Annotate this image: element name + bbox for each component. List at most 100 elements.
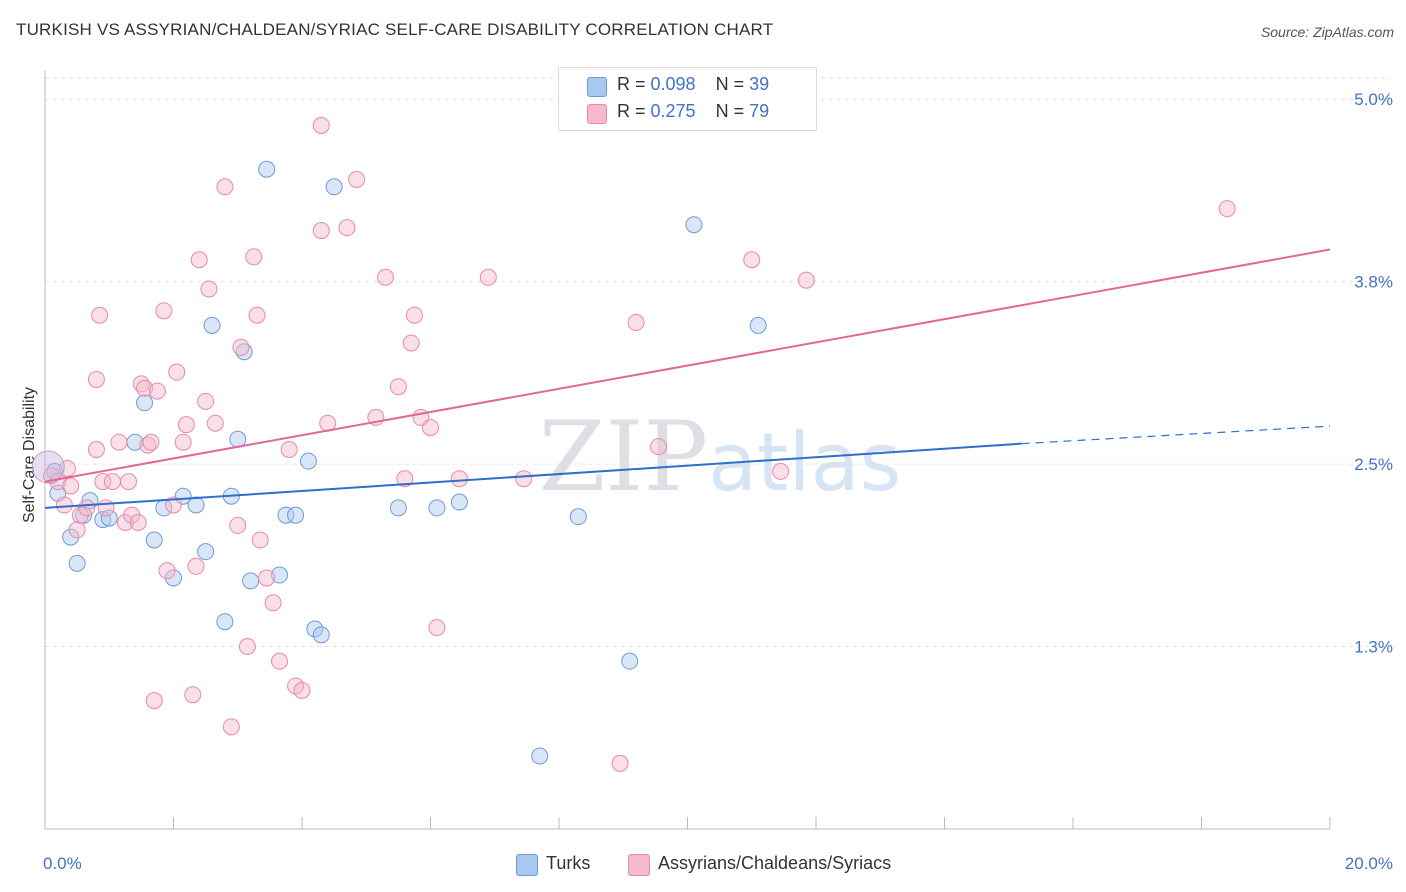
- assyrians-trendline: [44, 248, 1331, 483]
- assyrians-point: [71, 506, 89, 524]
- assyrians-point: [142, 433, 160, 451]
- turks-point: [271, 566, 289, 584]
- assyrians-point: [238, 638, 256, 656]
- turks-point: [242, 572, 260, 590]
- turks-point: [299, 452, 317, 470]
- assyrians-point: [158, 562, 176, 580]
- assyrians-point: [94, 473, 112, 491]
- assyrians-point: [129, 513, 147, 531]
- assyrians-point: [78, 499, 96, 517]
- assyrians-point: [396, 470, 414, 488]
- assyrians-point: [200, 280, 218, 298]
- assyrians-point: [165, 496, 182, 514]
- turks-point: [531, 747, 549, 765]
- assyrians-point: [428, 619, 446, 637]
- assyrians-point: [258, 569, 276, 587]
- assyrians-point: [177, 416, 195, 434]
- assyrians-point: [627, 314, 645, 332]
- assyrians-point: [338, 219, 356, 237]
- assyrians-point: [271, 652, 289, 670]
- turks-point: [389, 499, 407, 517]
- assyrians-point: [280, 441, 298, 458]
- assyrians-point: [229, 516, 247, 534]
- r-value: 0.275: [650, 101, 696, 121]
- assyrians-point: [116, 513, 134, 531]
- assyrians-point: [450, 470, 468, 488]
- turks-legend-label: Turks: [546, 853, 591, 873]
- turks-point: [145, 531, 163, 549]
- assyrians-point: [222, 718, 240, 736]
- turks-point: [325, 178, 343, 196]
- assyrians-point: [264, 594, 282, 612]
- turks-point: [165, 569, 182, 587]
- assyrians-point: [248, 306, 266, 324]
- assyrians-point: [91, 306, 109, 324]
- assyrians-point: [174, 433, 192, 451]
- turks-point: [287, 506, 305, 524]
- n-value: 79: [749, 101, 770, 121]
- turks-point: [306, 620, 324, 638]
- turks-point: [174, 487, 192, 505]
- assyrians-point: [402, 334, 420, 352]
- assyrians-point: [87, 441, 105, 458]
- turks-point: [450, 493, 468, 511]
- assyrians-point: [422, 419, 439, 437]
- turks-point: [621, 652, 639, 670]
- y-tick-label: 3.8%: [1354, 273, 1393, 292]
- n-label: N =: [715, 101, 750, 121]
- turks-trendline: [44, 442, 1022, 509]
- assyrians-point: [123, 506, 141, 524]
- assyrians-point: [389, 378, 407, 396]
- n-label: N =: [715, 74, 750, 94]
- turks-point: [258, 160, 276, 178]
- turks-point: [100, 509, 118, 527]
- assyrians-point: [155, 302, 173, 320]
- assyrians-point: [136, 379, 154, 397]
- x-tick-label: 20.0%: [1345, 854, 1393, 873]
- assyrians-point: [206, 414, 224, 432]
- turks-point: [62, 528, 80, 546]
- assyrians-point: [139, 436, 157, 454]
- assyrians-point: [743, 251, 761, 269]
- turks-trendline-extension: [1021, 425, 1331, 445]
- assyrians-point: [197, 392, 215, 410]
- turks-point: [197, 543, 215, 561]
- chart-title: TURKISH VS ASSYRIAN/CHALDEAN/SYRIAC SELF…: [16, 20, 774, 39]
- turks-point: [216, 613, 234, 631]
- assyrians-point: [145, 692, 163, 710]
- source-label: Source: ZipAtlas.com: [1260, 24, 1394, 40]
- turks-swatch: [587, 77, 607, 97]
- assyrians-point: [348, 170, 366, 188]
- turks-point: [277, 506, 295, 524]
- assyrians-legend-label: Assyrians/Chaldeans/Syriacs: [658, 853, 892, 873]
- assyrians-point: [479, 268, 497, 286]
- assyrians-point: [62, 477, 80, 495]
- turks-point: [685, 216, 703, 234]
- y-tick-label: 5.0%: [1354, 90, 1393, 109]
- stats-legend: R = 0.098 N = 39 R = 0.275 N = 79: [558, 67, 817, 131]
- assyrians-point: [184, 686, 202, 704]
- assyrians-point: [611, 754, 629, 772]
- assyrians-point: [797, 271, 815, 289]
- turks-point: [312, 626, 330, 644]
- assyrians-point: [377, 268, 395, 286]
- r-label: R =: [617, 101, 651, 121]
- assyrians-point: [97, 499, 115, 517]
- turks-point: [749, 316, 767, 334]
- r-value: 0.098: [650, 74, 696, 94]
- x-tick-label: 0.0%: [43, 854, 82, 873]
- turks-point: [68, 554, 86, 572]
- r-label: R =: [617, 74, 651, 94]
- assyrians-point: [772, 462, 790, 480]
- y-tick-label: 2.5%: [1354, 455, 1393, 474]
- assyrians-legend-swatch: [628, 854, 650, 876]
- assyrians-point: [312, 222, 330, 240]
- assyrians-point: [103, 473, 121, 491]
- assyrians-point: [110, 433, 128, 451]
- assyrians-point: [232, 338, 250, 356]
- watermark: ZIPatlas: [539, 401, 902, 513]
- assyrians-point: [245, 248, 263, 266]
- turks-legend-swatch: [516, 854, 538, 876]
- turks-point: [203, 316, 221, 334]
